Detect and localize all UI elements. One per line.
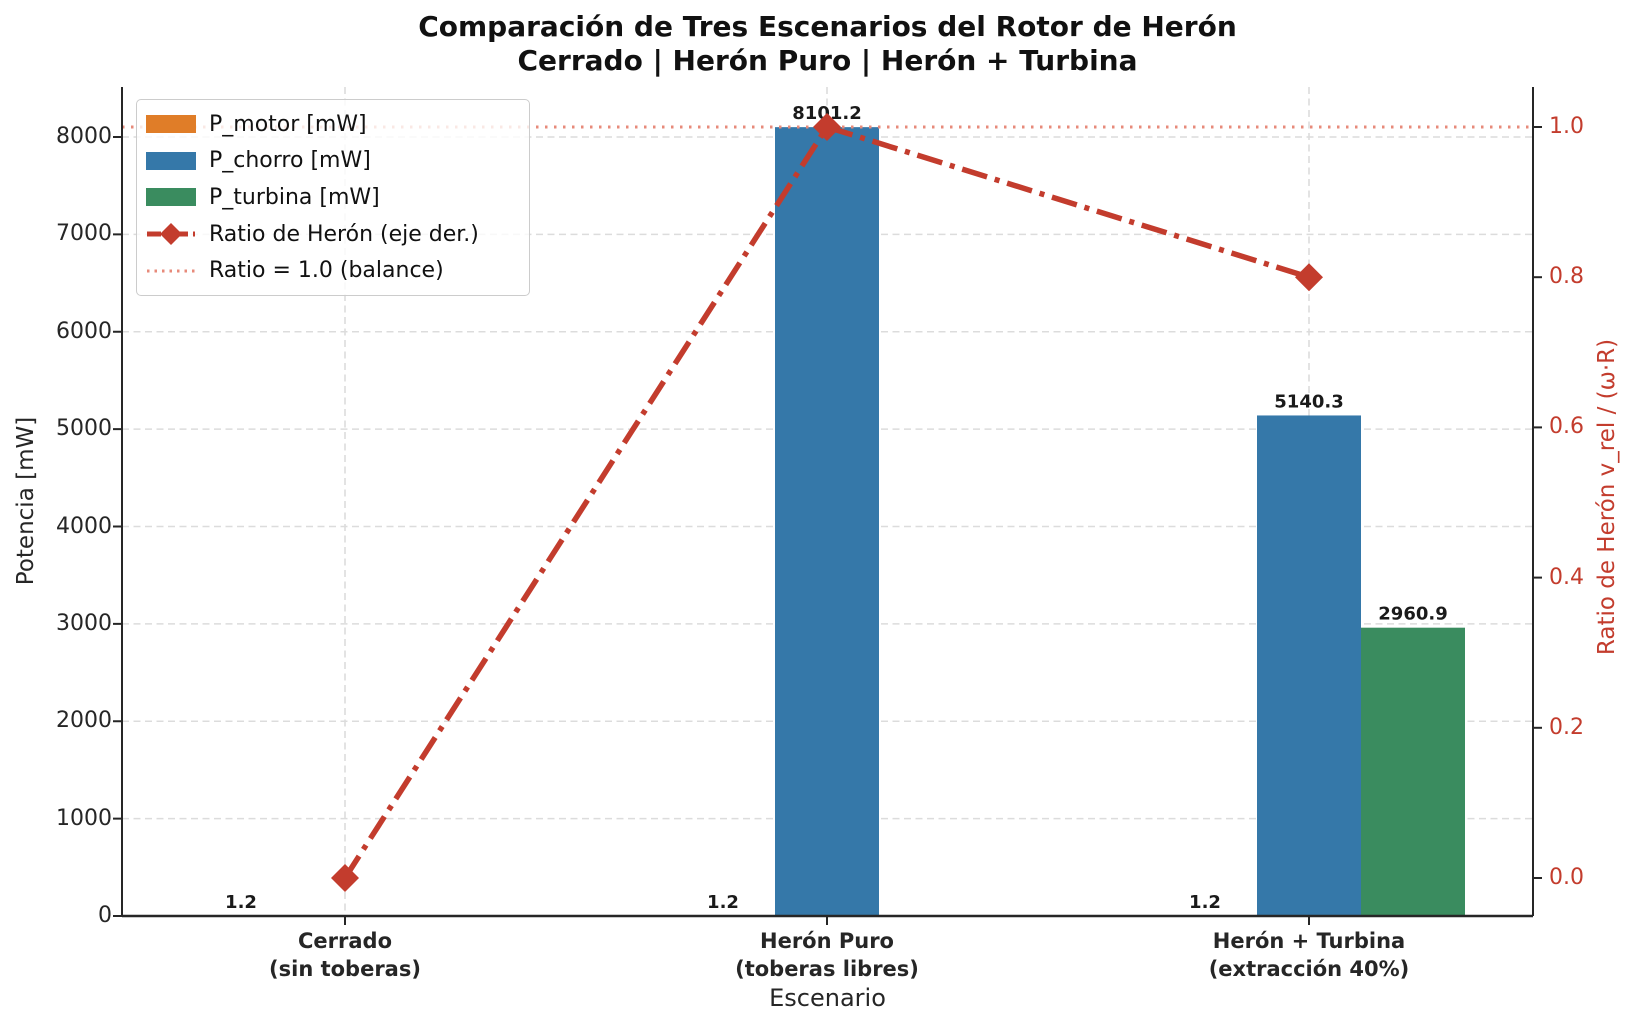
legend-swatch-icon	[146, 151, 196, 171]
legend-label: P_turbina [mW]	[209, 184, 380, 210]
bar-p_turbina-cat2	[1361, 627, 1465, 916]
color-swatch-icon	[146, 151, 196, 170]
y-left-tick-0: 0	[98, 903, 112, 928]
diamond-marker-icon	[160, 223, 182, 246]
legend-line-sample-icon	[147, 269, 195, 273]
y-right-tick-0.8: 0.8	[1549, 264, 1584, 290]
legend-label: Ratio de Herón (eje der.)	[209, 221, 479, 247]
legend-swatch-icon	[146, 114, 196, 134]
chart-title: Comparación de Tres Escenarios del Rotor…	[122, 10, 1533, 78]
bar-value-label-p_motor-cat0: 1.2	[225, 892, 257, 913]
ratio-line	[342, 123, 1310, 880]
y-left-tick-7000: 7000	[56, 221, 112, 247]
ratio-marker-cat2	[1295, 263, 1323, 292]
y-left-tick-8000: 8000	[56, 124, 112, 149]
legend-item-3: Ratio de Herón (eje der.)	[146, 216, 519, 253]
y-left-tick-3000: 3000	[56, 610, 112, 636]
bar-value-label-p_motor-cat1: 1.2	[707, 892, 739, 913]
color-swatch-icon	[146, 188, 196, 207]
x-tick-label-cat2: Herón + Turbina (extracción 40%)	[1208, 929, 1410, 981]
legend-line-icon	[146, 223, 196, 246]
y-right-tick-0.4: 0.4	[1549, 564, 1584, 590]
y-right-tick-1.0: 1.0	[1549, 114, 1584, 139]
legend-item-2: P_turbina [mW]	[146, 179, 519, 216]
y-left-tick-1000: 1000	[56, 805, 112, 831]
y-left-tick-5000: 5000	[56, 416, 112, 442]
legend-swatch-icon	[146, 187, 196, 207]
y-left-tick-2000: 2000	[56, 708, 112, 734]
ratio-marker-cat0	[331, 864, 359, 892]
bar-p_chorro-cat1	[775, 127, 879, 917]
y-right-tick-0.6: 0.6	[1549, 414, 1584, 440]
x-tick-label-cat0: Cerrado (sin toberas)	[269, 929, 421, 981]
y-right-tick-0.0: 0.0	[1549, 865, 1584, 890]
legend-item-4: Ratio = 1.0 (balance)	[146, 252, 519, 289]
legend-item-0: P_motor [mW]	[146, 106, 519, 143]
legend-label: Ratio = 1.0 (balance)	[209, 258, 444, 284]
legend: P_motor [mW] P_chorro [mW] P_turbina [mW] R…	[136, 99, 530, 296]
y-axis-label-right: Ratio de Herón v_rel / (ω·R)	[1594, 338, 1620, 656]
bar-value-label-p_motor-cat2: 1.2	[1189, 892, 1221, 913]
x-axis-label: Escenario	[769, 984, 886, 1012]
legend-label: P_motor [mW]	[209, 111, 367, 137]
legend-label: P_chorro [mW]	[209, 148, 371, 174]
chart-title-line2: Cerrado | Herón Puro | Herón + Turbina	[517, 44, 1138, 77]
bar-value-label-p_chorro-cat2: 5140.3	[1274, 391, 1343, 412]
bar-value-label-p_turbina-cat2: 2960.9	[1378, 604, 1447, 625]
y-left-tick-6000: 6000	[56, 318, 112, 344]
bar-p_chorro-cat2	[1257, 415, 1361, 916]
chart-title-line1: Comparación de Tres Escenarios del Rotor…	[418, 10, 1237, 43]
legend-item-1: P_chorro [mW]	[146, 143, 519, 180]
x-tick-label-cat1: Herón Puro (toberas libres)	[735, 929, 919, 981]
legend-line-sample-icon	[147, 223, 195, 246]
ratio-marker-cat1	[813, 113, 841, 141]
y-left-tick-4000: 4000	[56, 513, 112, 539]
y-right-tick-0.2: 0.2	[1549, 714, 1584, 740]
legend-line-icon	[146, 261, 196, 281]
color-swatch-icon	[146, 115, 196, 134]
